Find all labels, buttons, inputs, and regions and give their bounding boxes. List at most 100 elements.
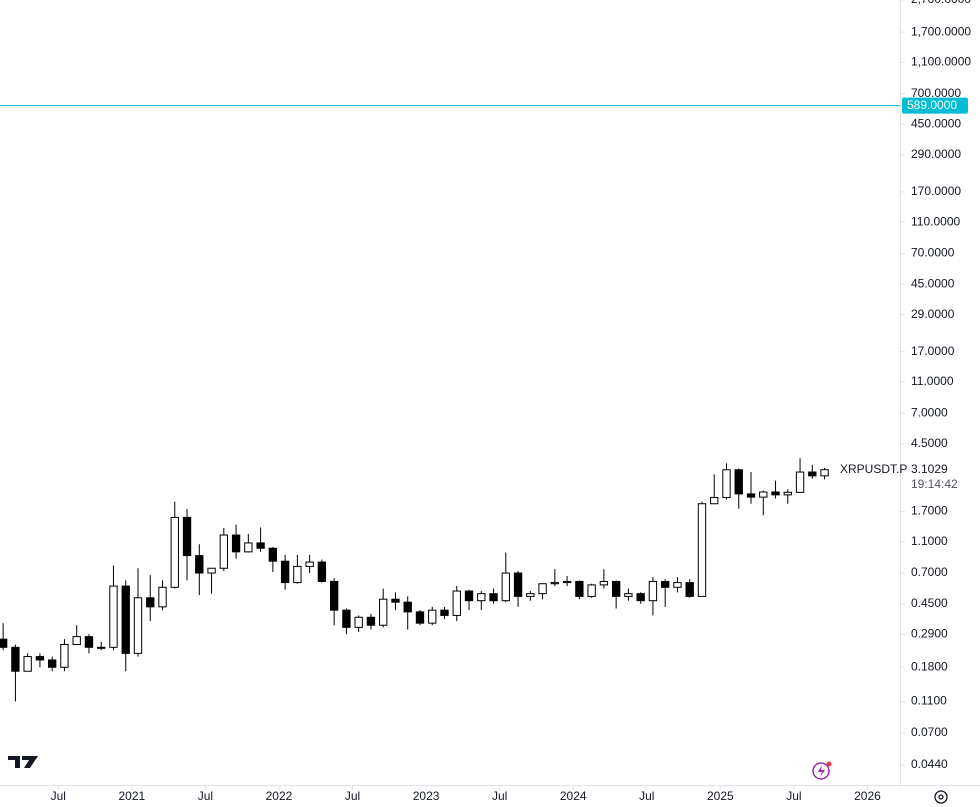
candle-body [293,565,302,584]
candle [477,591,486,611]
candle-body [195,555,204,574]
gear-outer[interactable] [934,790,948,804]
candle [734,468,743,509]
y-tick-label: 1.7000 [911,504,948,518]
candle [231,524,241,559]
candle-body [489,593,498,602]
candle [759,490,768,516]
series-name: XRPUSDT.P [840,462,907,476]
candle [746,472,756,504]
candle [47,656,57,672]
candle-body [722,469,731,498]
candle [636,592,645,604]
candle-body [256,542,265,549]
settings-button[interactable] [934,790,948,804]
candle-body [146,597,155,608]
candle [501,552,510,603]
candle-body [207,567,216,574]
y-tick-label: 70.0000 [911,246,955,260]
candle [342,608,351,635]
candle [513,571,523,607]
countdown: 19:14:42 [911,477,958,491]
candle-body [734,469,743,495]
candle-body [280,560,290,584]
icon-dot[interactable] [826,761,832,767]
candle [403,596,412,630]
logo-shape[interactable] [8,756,38,768]
candle [795,458,805,493]
candle [783,489,792,504]
candle-body [84,636,94,648]
candle-body [342,609,351,628]
candle-body [648,580,658,602]
y-tick-label: 0.2900 [911,626,948,640]
candle [133,568,143,657]
candle [379,588,388,628]
candle-body [60,643,69,668]
candle-body [182,516,192,557]
last-price-label: 3.1029 [911,462,948,476]
candle-body [219,534,228,569]
candle [97,641,106,651]
candle-body [526,593,535,597]
x-tick-label: Jul [198,789,213,803]
candle-body [366,616,376,626]
candle [170,501,179,589]
candle [354,615,363,632]
y-tick-label: 7.0000 [911,405,948,419]
candle [23,653,32,672]
candle-body [673,582,682,588]
y-tick-label: 45.0000 [911,276,955,290]
candle-body [611,580,621,597]
gear-inner[interactable] [938,794,944,800]
y-tick-label: 700.0000 [911,86,961,100]
candle [366,613,376,630]
x-tick-label: Jul [492,789,507,803]
candle-body [820,469,829,477]
candle-body [158,586,167,608]
y-tick-label: 1.1000 [911,534,948,548]
candle-body [440,609,449,616]
candle-body [599,580,609,586]
candle [808,464,817,479]
x-tick-label: 2025 [707,789,734,803]
tradingview-logo[interactable] [8,756,38,768]
candle-body [501,572,510,602]
y-tick-label: 170.0000 [911,184,961,198]
candle-body [72,636,81,645]
candle [305,554,314,574]
candle-body [513,572,523,597]
candle-body [636,593,645,602]
candle-body [550,582,560,585]
candle [587,583,596,598]
icon-bolt[interactable] [818,765,825,777]
candle [293,554,302,584]
y-tick-label: 0.7000 [911,565,948,579]
icon-circle[interactable] [812,762,830,780]
candle-body [354,616,363,628]
candle [661,579,670,607]
x-tick-label: 2026 [854,789,881,803]
candle [550,569,560,587]
candle-body [759,491,768,498]
candle-body [746,493,756,498]
y-tick-label: 4.5000 [911,436,948,450]
lightning-icon[interactable] [812,761,832,780]
candle-body [783,491,792,496]
candle [121,580,130,672]
candle-body [47,659,57,668]
candle [35,653,45,668]
candle [489,588,498,604]
candle [0,623,8,651]
x-tick-label: 2022 [266,789,293,803]
x-tick-label: Jul [51,789,66,803]
candle [268,546,278,573]
candle [526,591,535,601]
candle [256,527,265,552]
candle [158,580,167,611]
candle-body [795,471,805,493]
candle-body [697,503,707,597]
candle [244,533,253,553]
y-tick-label: 0.0700 [911,725,948,739]
candle [624,588,633,601]
